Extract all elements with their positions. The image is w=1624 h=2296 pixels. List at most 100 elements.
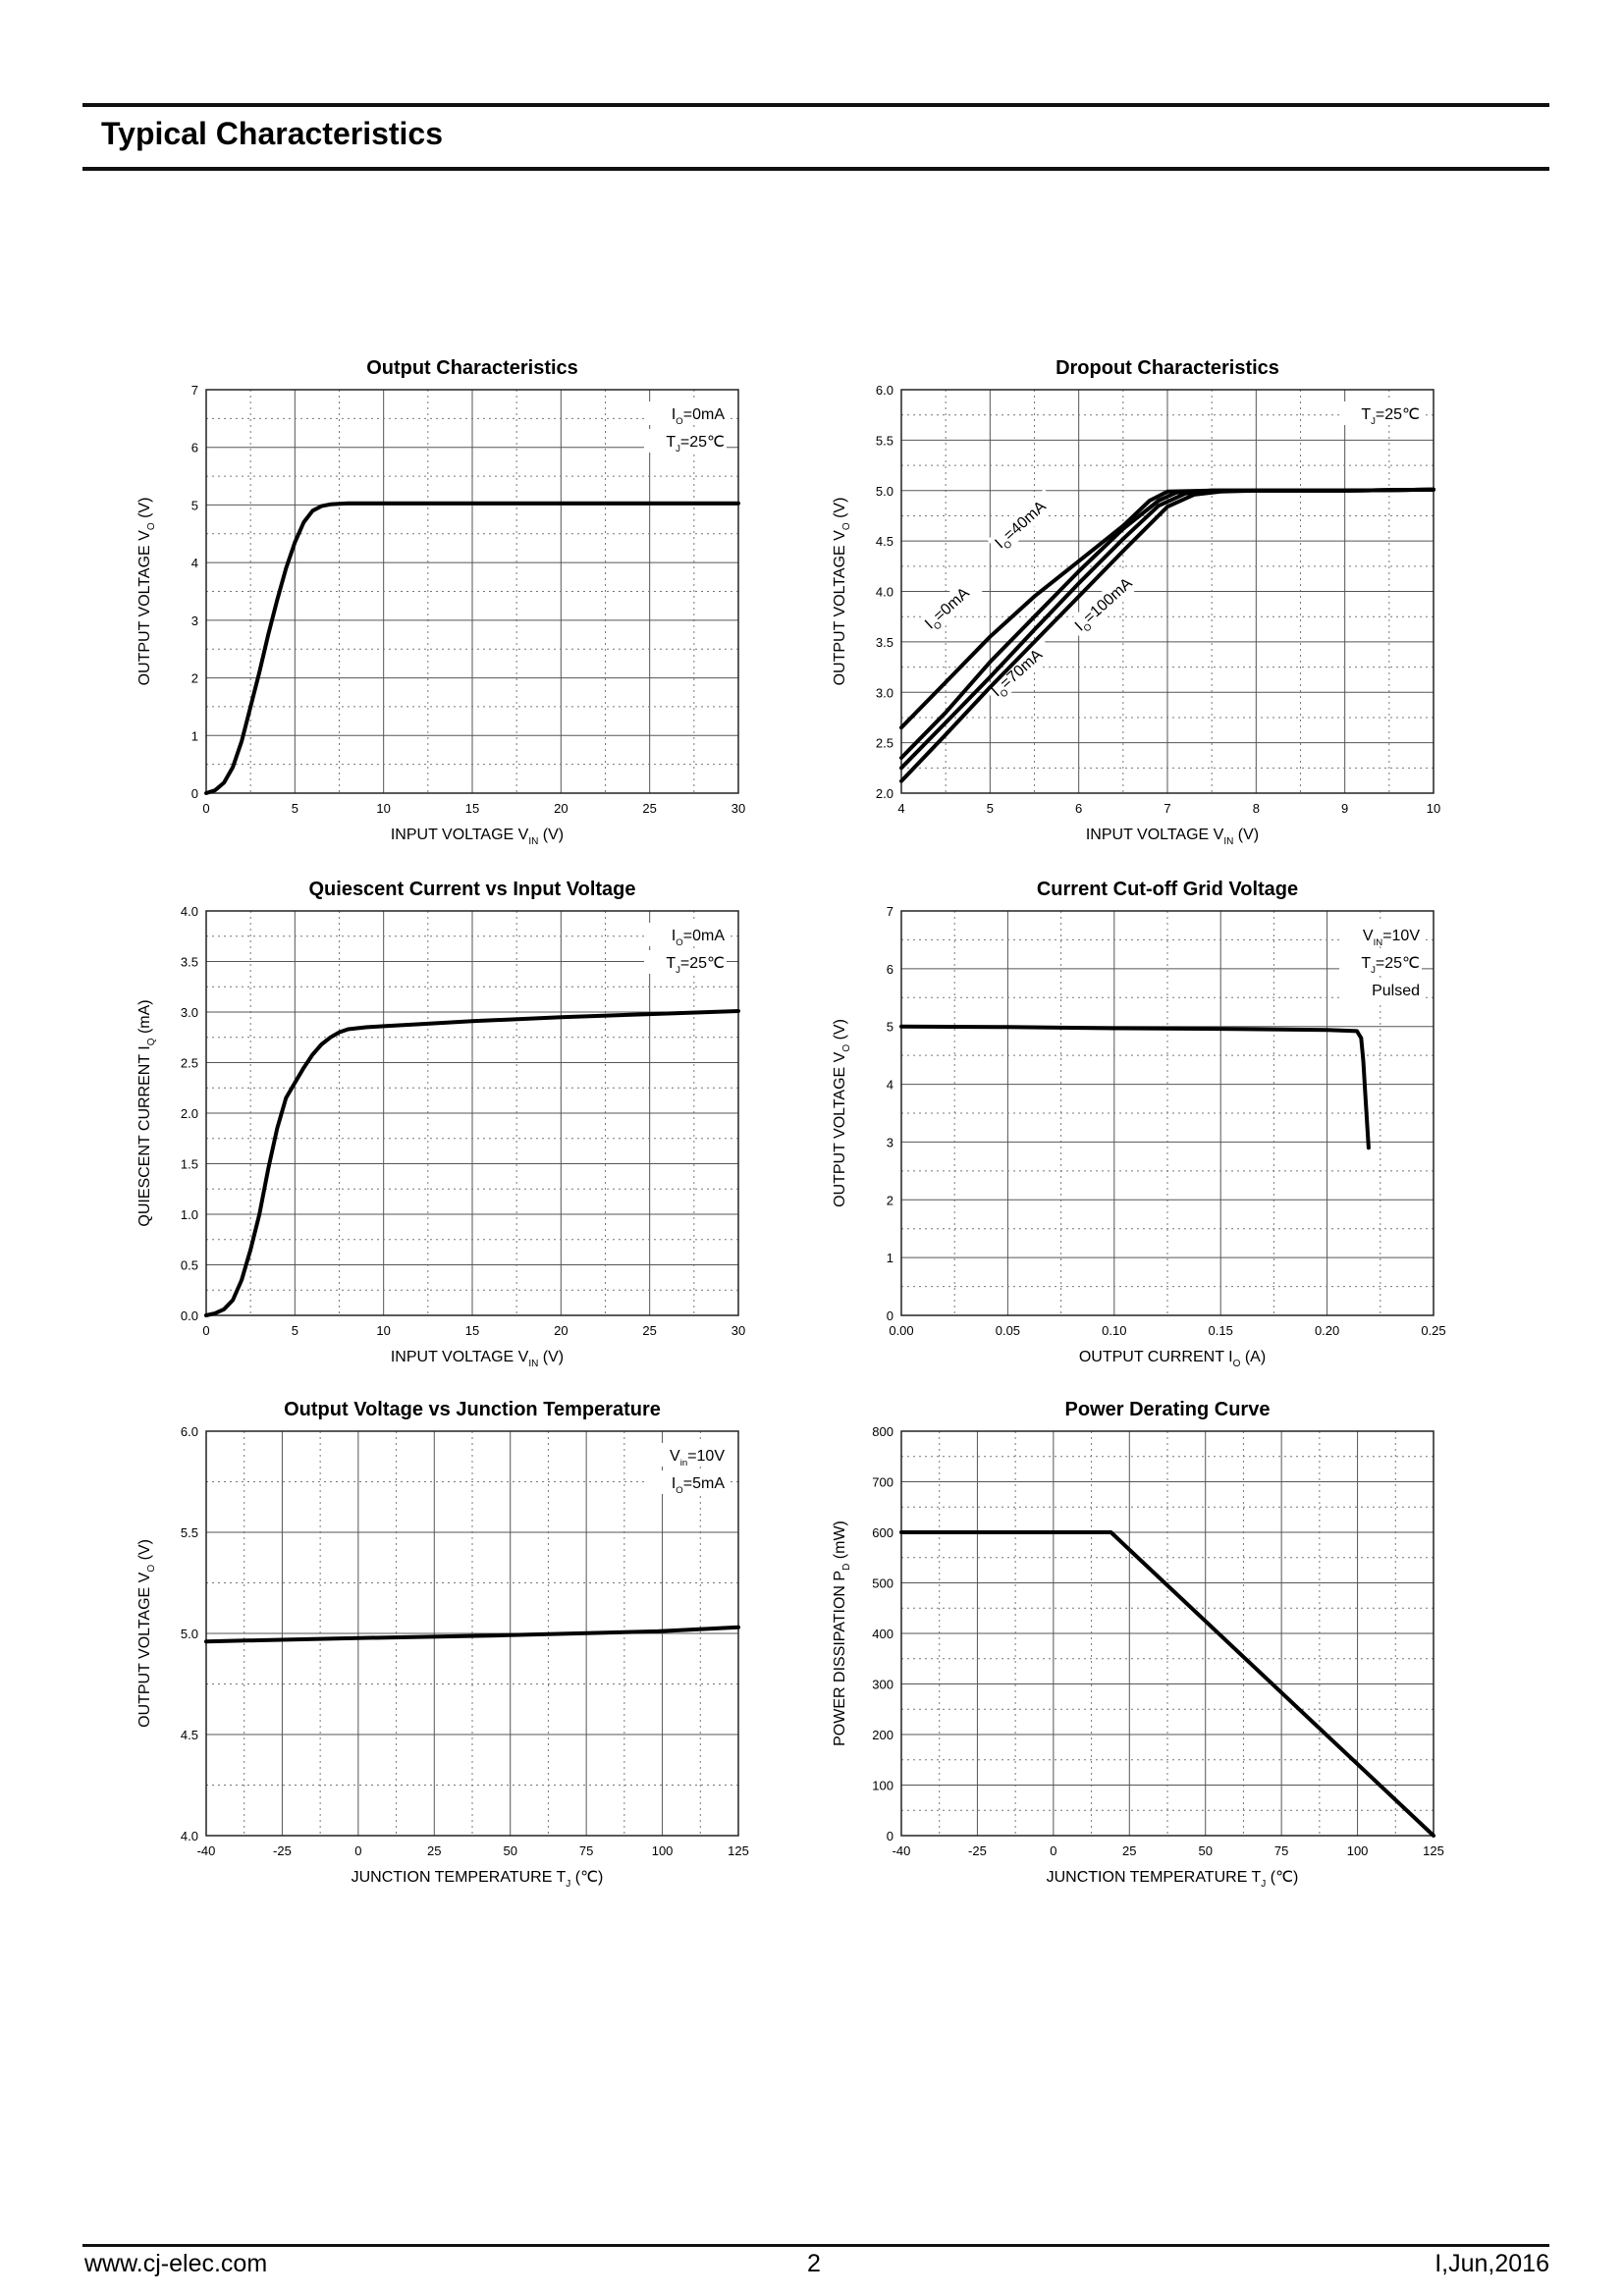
y-tick-label: 4.5 <box>876 534 893 549</box>
x-axis-label: INPUT VOLTAGE VIN (V) <box>391 827 564 847</box>
x-tick-label: 100 <box>1347 1843 1369 1858</box>
annotation-bg <box>644 401 727 425</box>
y-tick-label: 4.0 <box>876 585 893 600</box>
y-tick-label: 4.0 <box>181 904 198 919</box>
y-axis-label: OUTPUT VOLTAGE VO (V) <box>832 1019 852 1207</box>
x-tick-label: 0 <box>354 1843 361 1858</box>
plot-frame <box>205 389 739 794</box>
series-line <box>204 1625 740 1644</box>
y-tick-label: 0.0 <box>181 1308 198 1323</box>
y-tick-label: 6.0 <box>181 1424 198 1439</box>
y-tick-label: 2.5 <box>876 736 893 751</box>
y-tick-label: 2 <box>887 1193 893 1207</box>
series-line <box>899 487 1435 783</box>
y-tick-label: 2.5 <box>181 1056 198 1071</box>
annotation-bg <box>644 923 727 946</box>
y-tick-label: 200 <box>872 1728 893 1742</box>
y-tick-label: 7 <box>887 904 893 919</box>
x-tick-label: 0 <box>202 801 209 816</box>
y-tick-label: 100 <box>872 1779 893 1793</box>
y-tick-label: 4.0 <box>181 1829 198 1843</box>
chart-annotation: TJ=25℃ <box>1361 406 1420 427</box>
x-tick-label: 0.10 <box>1102 1323 1126 1338</box>
chart-annotation: TJ=25℃ <box>1361 955 1420 976</box>
x-tick-label: 0 <box>1050 1843 1056 1858</box>
annotation-bg <box>644 429 727 453</box>
current-cutoff-plot: Current Cut-off Grid Voltage 0.00 0.05 0.10… <box>832 879 1446 1369</box>
y-tick-label: 2 <box>191 671 198 686</box>
x-tick-label: 8 <box>1253 801 1260 816</box>
x-tick-label: 10 <box>376 801 390 816</box>
chart-title: Output Characteristics <box>366 357 578 379</box>
y-tick-label: 6 <box>887 962 893 977</box>
x-tick-label: 0.05 <box>996 1323 1020 1338</box>
series-label-bg <box>917 569 989 637</box>
x-axis-label: OUTPUT CURRENT IO (A) <box>1079 1349 1266 1369</box>
x-tick-label: -40 <box>893 1843 911 1858</box>
annotation-bg <box>644 1443 727 1467</box>
x-tick-label: 5 <box>292 801 298 816</box>
output-characteristics-plot: Output Characteristics 0 5 10 15 20 25 30 0 1 2 3 4 5… <box>136 357 745 847</box>
x-tick-label: 10 <box>376 1323 390 1338</box>
x-tick-label: 20 <box>554 1323 568 1338</box>
series-line <box>899 1024 1371 1150</box>
x-tick-label: 25 <box>1122 1843 1136 1858</box>
footer-url[interactable]: www.cj-elec.com <box>84 2250 268 2277</box>
y-tick-label: 3 <box>887 1135 893 1149</box>
x-axis-label: INPUT VOLTAGE VIN (V) <box>1086 827 1259 847</box>
series-label: IO=40mA <box>992 498 1052 555</box>
x-tick-label: 0.15 <box>1209 1323 1233 1338</box>
x-tick-label: 0.00 <box>889 1323 913 1338</box>
y-tick-label: 4.5 <box>181 1728 198 1742</box>
annotation-bg <box>644 1470 727 1494</box>
y-axis-label: POWER DISSIPATION PD (mW) <box>832 1521 852 1746</box>
x-tick-label: 20 <box>554 801 568 816</box>
page-title: Typical Characteristics <box>101 116 444 151</box>
chart-annotation: Vin=10V <box>670 1448 725 1468</box>
chart-title: Quiescent Current vs Input Voltage <box>308 879 635 900</box>
y-tick-label: 2.0 <box>876 786 893 801</box>
series-label: IO=100mA <box>1072 575 1139 638</box>
header-rule-bottom <box>82 167 1549 171</box>
y-tick-label: 800 <box>872 1424 893 1439</box>
y-tick-label: 6 <box>191 441 198 455</box>
annotation-bg <box>1339 923 1422 946</box>
series-line <box>204 501 740 795</box>
y-tick-label: 1.5 <box>181 1157 198 1172</box>
y-tick-label: 7 <box>191 383 198 398</box>
y-axis-label: OUTPUT VOLTAGE VO (V) <box>136 1539 157 1728</box>
chart-annotation: Pulsed <box>1372 983 1420 999</box>
annotation-bg <box>1339 978 1422 1001</box>
x-tick-label: 5 <box>292 1323 298 1338</box>
x-tick-label: 30 <box>731 801 745 816</box>
chart-annotation: IO=0mA <box>672 928 725 948</box>
y-axis-label: QUIESCENT CURRENT IQ (mA) <box>136 999 157 1226</box>
y-tick-label: 700 <box>872 1475 893 1490</box>
plot-frame <box>900 910 1435 1316</box>
x-tick-label: 7 <box>1164 801 1170 816</box>
chart-annotation: VIN=10V <box>1363 928 1420 948</box>
annotation-bg <box>644 950 727 974</box>
series-label-bg <box>987 488 1059 557</box>
chart-annotation: TJ=25℃ <box>666 955 725 976</box>
x-tick-label: 25 <box>642 801 656 816</box>
x-axis-label: INPUT VOLTAGE VIN (V) <box>391 1349 564 1369</box>
y-tick-label: 4 <box>887 1078 893 1093</box>
dropout-characteristics-plot: Dropout Characteristics 4 5 6 7 8 9 10 2.0 2.5 3.0… <box>832 357 1440 847</box>
x-tick-label: 75 <box>1274 1843 1288 1858</box>
x-tick-label: 50 <box>1198 1843 1212 1858</box>
x-tick-label: 125 <box>1423 1843 1444 1858</box>
output-vs-temperature-plot: Output Voltage vs Junction Temperature -4… <box>136 1399 749 1890</box>
y-tick-label: 5.0 <box>876 484 893 499</box>
footer-page-number: 2 <box>807 2250 821 2277</box>
x-tick-label: 6 <box>1075 801 1082 816</box>
y-tick-label: 300 <box>872 1678 893 1692</box>
y-tick-label: 3.5 <box>181 955 198 970</box>
plot-frame <box>205 910 739 1316</box>
x-tick-label: 125 <box>728 1843 749 1858</box>
power-derating-plot: Power Derating Curve -40 -25 0 25 50 75 100 125 0… <box>832 1399 1444 1890</box>
series-label-group: IO=40mA <box>987 488 1059 557</box>
chart-title: Output Voltage vs Junction Temperature <box>284 1399 661 1420</box>
quiescent-current-plot: Quiescent Current vs Input Voltage 0 5 10 15… <box>136 879 745 1369</box>
y-tick-label: 6.0 <box>876 383 893 398</box>
